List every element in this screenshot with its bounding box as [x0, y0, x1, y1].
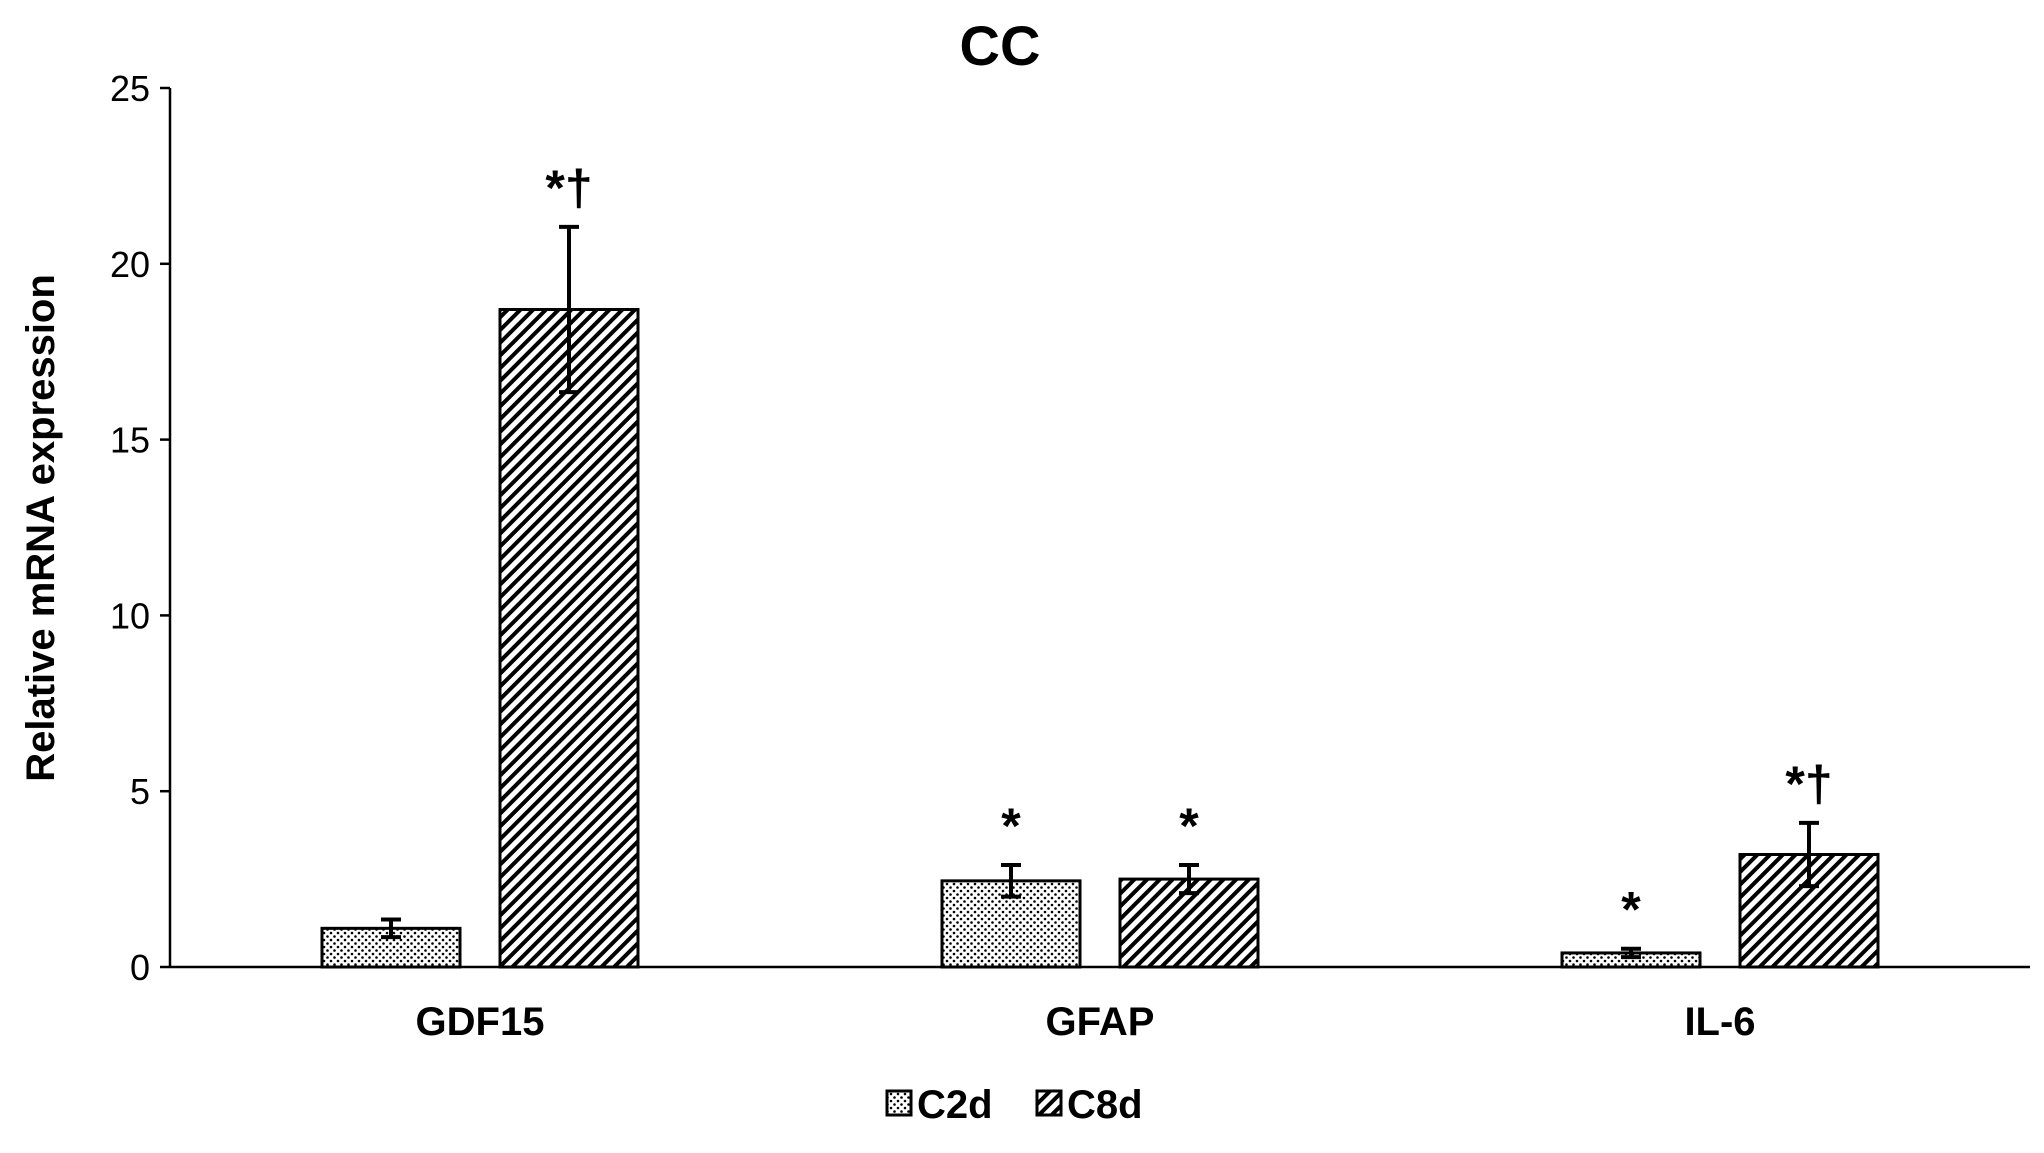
legend-swatch: [885, 1089, 913, 1117]
significance-marker: *†: [545, 160, 592, 216]
significance-marker: *: [1179, 798, 1199, 854]
y-axis-label: Relative mRNA expression: [19, 274, 63, 782]
legend: C2d C8d: [885, 1083, 1143, 1127]
y-tick-label: 15: [110, 420, 150, 461]
legend-label: C8d: [1067, 1083, 1143, 1127]
chart-title: CC: [960, 14, 1041, 77]
y-tick-label: 5: [130, 771, 150, 812]
legend-label: C2d: [917, 1083, 993, 1127]
y-tick-label: 0: [130, 947, 150, 988]
y-tick-label: 10: [110, 595, 150, 636]
significance-marker: *†: [1785, 756, 1832, 812]
legend-swatch: [1035, 1089, 1063, 1117]
bar: [498, 308, 640, 969]
y-tick-label: 20: [110, 244, 150, 285]
significance-marker: *: [1621, 882, 1641, 938]
x-tick-label: GFAP: [1046, 1000, 1155, 1044]
x-tick-label: IL-6: [1684, 1000, 1755, 1044]
plot-area: 0 5 10 15 20 25 GDF15 *† GFAP * * IL-6 * *†: [110, 68, 2030, 1044]
y-tick-label: 25: [110, 68, 150, 109]
x-tick-label: GDF15: [416, 1000, 545, 1044]
significance-marker: *: [1001, 798, 1021, 854]
